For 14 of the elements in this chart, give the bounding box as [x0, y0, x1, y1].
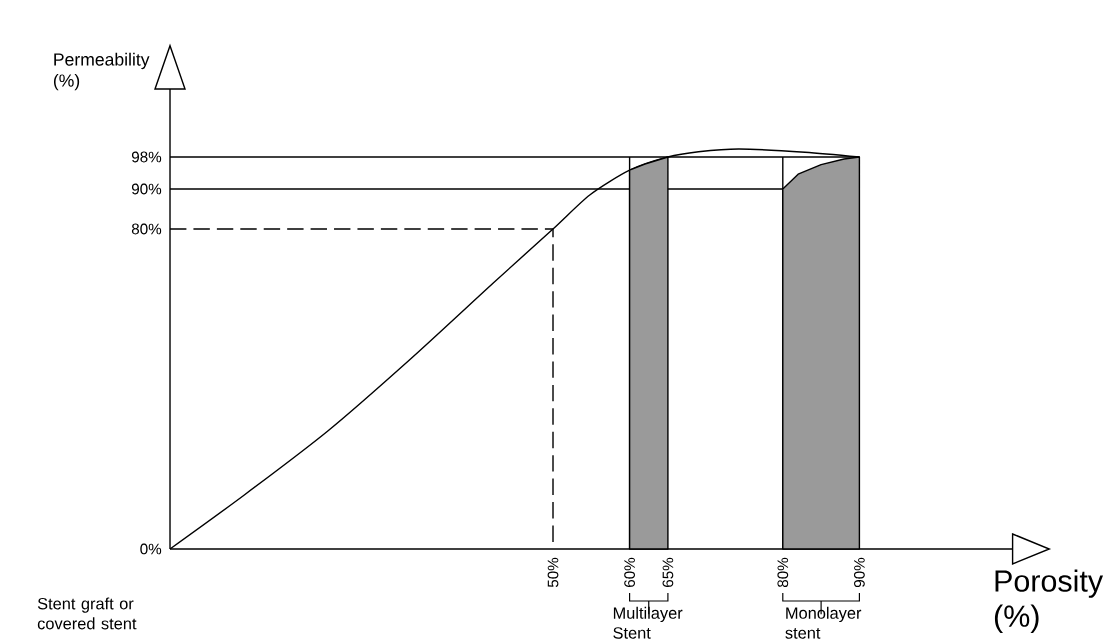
y-axis-title: Permeability (%) — [53, 52, 150, 91]
y-tick-label: 0% — [140, 543, 162, 555]
y-tick-label: 90% — [131, 183, 162, 195]
x-tick-label: 90% — [854, 557, 865, 588]
x-tick-label: 65% — [662, 557, 674, 587]
x-axis-title: Porosity (%) — [994, 569, 1104, 633]
text: Stent graft or covered stent — [37, 597, 137, 630]
x-tick-label: 50% — [547, 557, 559, 588]
legend-label: Monolayer stent — [785, 606, 862, 639]
y-tick-label: 98% — [131, 151, 162, 163]
legend-label: Multilayer Stent — [613, 606, 683, 639]
y-tick-label: 80% — [131, 223, 162, 235]
x-tick-label: 80% — [777, 557, 789, 588]
x-tick-label: 60% — [624, 557, 635, 587]
